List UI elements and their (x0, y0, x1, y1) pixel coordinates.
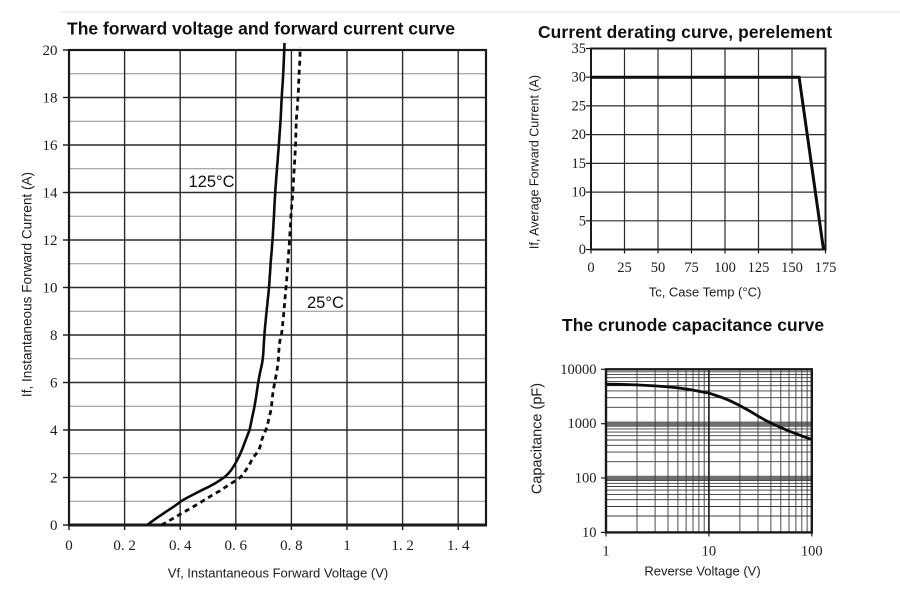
svg-text:0: 0 (65, 538, 73, 554)
svg-text:16: 16 (43, 138, 59, 154)
svg-text:1. 4: 1. 4 (447, 538, 470, 554)
svg-text:15: 15 (572, 156, 587, 172)
svg-text:Vf, Instantaneous Forward Volt: Vf, Instantaneous Forward Voltage (V) (168, 566, 388, 581)
svg-text:150: 150 (781, 260, 803, 276)
svg-text:175: 175 (815, 260, 837, 276)
svg-text:20: 20 (572, 127, 587, 143)
svg-text:75: 75 (684, 260, 699, 276)
svg-text:8: 8 (50, 328, 58, 344)
svg-text:0. 6: 0. 6 (225, 538, 248, 554)
svg-text:1: 1 (343, 538, 351, 554)
svg-text:The forward voltage and forwar: The forward voltage and forward current … (67, 19, 455, 39)
svg-text:100: 100 (714, 260, 736, 276)
svg-text:5: 5 (579, 213, 586, 229)
svg-text:25°C: 25°C (307, 294, 344, 312)
svg-text:2: 2 (50, 471, 58, 487)
svg-text:30: 30 (572, 70, 587, 86)
svg-text:35: 35 (572, 41, 587, 57)
svg-text:4: 4 (50, 423, 58, 439)
svg-text:0: 0 (587, 260, 594, 276)
svg-text:14: 14 (43, 186, 59, 202)
svg-text:0. 8: 0. 8 (280, 538, 303, 554)
svg-text:6: 6 (50, 376, 58, 392)
svg-text:10: 10 (43, 281, 58, 297)
svg-text:1000: 1000 (568, 416, 597, 432)
svg-text:Current derating curve, perele: Current derating curve, perelement (538, 22, 832, 42)
svg-text:10: 10 (702, 544, 717, 560)
svg-text:If, Instantaneous Forward Curr: If, Instantaneous Forward Current (A) (20, 172, 35, 397)
svg-text:1. 2: 1. 2 (391, 538, 414, 554)
svg-text:0: 0 (579, 242, 586, 258)
svg-text:100: 100 (801, 544, 823, 560)
svg-text:18: 18 (43, 91, 58, 107)
svg-text:0. 4: 0. 4 (169, 538, 192, 554)
svg-text:If, Average Forward Current (A: If, Average Forward Current (A) (528, 75, 542, 249)
svg-text:0: 0 (50, 518, 58, 534)
svg-text:100: 100 (575, 471, 597, 487)
svg-text:50: 50 (651, 260, 666, 276)
svg-text:10: 10 (572, 185, 587, 201)
svg-text:125°C: 125°C (189, 173, 235, 191)
svg-text:20: 20 (43, 43, 58, 59)
svg-text:10000: 10000 (560, 362, 596, 378)
svg-text:Capacitance (pF): Capacitance (pF) (530, 383, 546, 494)
svg-text:10: 10 (582, 525, 597, 541)
svg-text:25: 25 (572, 98, 587, 114)
svg-text:125: 125 (748, 260, 770, 276)
svg-text:The crunode capacitance curve: The crunode capacitance curve (562, 315, 824, 335)
svg-text:25: 25 (617, 260, 632, 276)
svg-text:0. 2: 0. 2 (113, 538, 136, 554)
svg-text:Reverse Voltage (V): Reverse Voltage (V) (644, 564, 760, 579)
svg-text:Tc, Case Temp (°C): Tc, Case Temp (°C) (649, 285, 762, 300)
svg-text:1: 1 (602, 544, 609, 560)
svg-text:12: 12 (43, 233, 58, 249)
